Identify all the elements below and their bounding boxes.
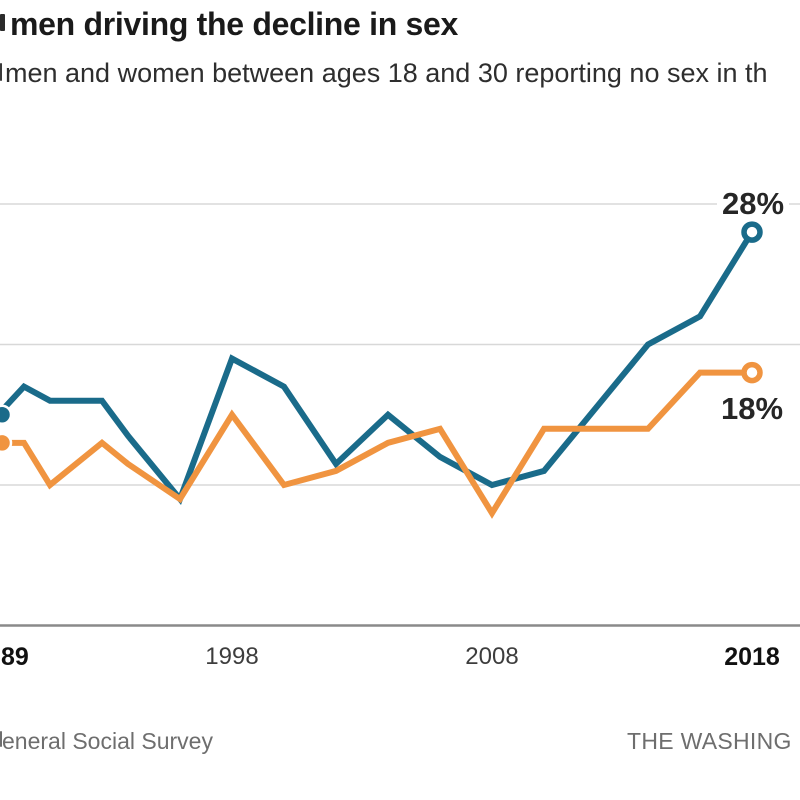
clipped-letter-fragment [0,731,2,747]
men-start-point-marker [0,404,13,425]
women-end-point-marker [741,361,763,384]
source-credit: eneral Social Survey [2,728,213,754]
chart-subtitle: men and women between ages 18 and 30 rep… [5,58,768,88]
clipped-letter-fragment [0,63,2,81]
men-line [0,230,755,505]
men-end-value-label: 28% [716,188,790,219]
women-line [0,369,752,519]
x-tick-2008: 2008 [465,643,519,670]
x-tick-2018: 2018 [724,643,780,671]
women-end-value-label: 18% [715,393,789,424]
x-tick-1998: 1998 [205,643,259,670]
chart-title: men driving the decline in sex [10,6,459,42]
men-end-point-marker [741,221,763,243]
women-start-point-marker [0,432,13,454]
publisher-credit: THE WASHING [627,728,792,754]
x-tick-1989: 89 [1,643,29,671]
clipped-letter-fragment [0,14,5,31]
